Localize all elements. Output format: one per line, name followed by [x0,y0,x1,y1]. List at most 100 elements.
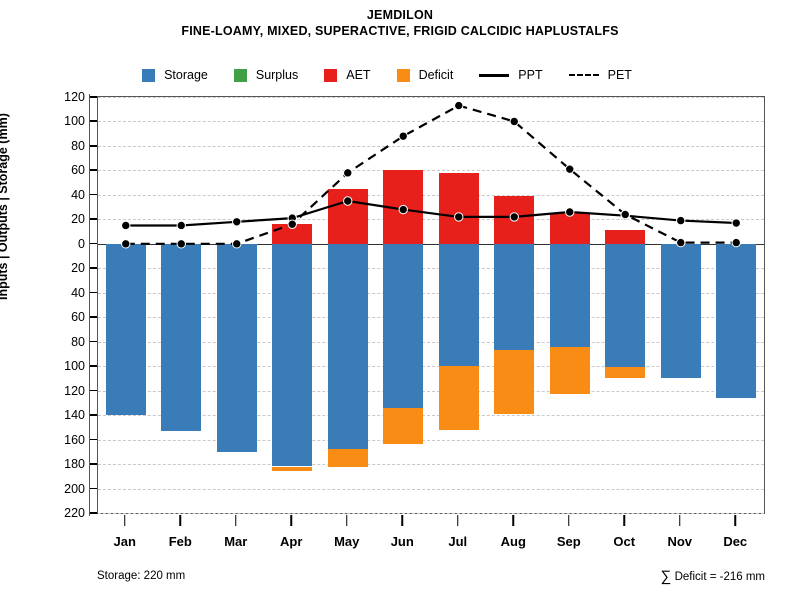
legend-item-storage[interactable]: Storage [142,68,208,82]
x-tick-mark [179,515,182,526]
x-tick-label: Apr [280,534,303,549]
y-tick-label: 140 [64,408,85,423]
bar-group[interactable] [660,97,701,513]
y-tick-label: 180 [64,457,85,472]
bar-segment-storage[interactable] [605,243,646,368]
page-title: JEMDILON [366,8,434,22]
bar-segment-aet[interactable] [438,172,479,244]
bar-segment-storage[interactable] [105,243,146,416]
legend-label: Deficit [418,68,454,82]
bar-group[interactable] [605,97,646,513]
bar-segment-storage[interactable] [716,243,757,398]
bar-segment-storage[interactable] [494,243,535,351]
bar-segment-deficit[interactable] [549,346,590,395]
y-tick-label: 40 [71,187,85,202]
bar-group[interactable] [549,97,590,513]
legend-item-ppt[interactable]: PPT [479,68,543,82]
legend-item-surplus[interactable]: Surplus [233,68,299,82]
x-tick-sep: Sep [541,515,597,549]
grid-line [98,366,764,368]
x-tick-label: Feb [168,534,192,549]
bar-segment-storage[interactable] [216,243,257,452]
bar-segment-deficit[interactable] [327,449,368,467]
x-tick-mar: Mar [208,515,264,549]
x-tick-mark [123,515,126,526]
y-tick-label: 20 [71,261,85,276]
bar-segment-storage[interactable] [383,243,424,408]
bar-segment-storage[interactable] [161,243,202,431]
legend-item-deficit[interactable]: Deficit [396,68,454,82]
bar-group[interactable] [161,97,202,513]
bar-group[interactable] [327,97,368,513]
y-tick-label: 100 [64,114,85,129]
grid-line [98,268,764,270]
y-axis-ticks: 120 100 80 60 40 20 0 20 40 60 80 100 120 140 160 180 20… [64,90,97,520]
x-tick-mark [234,515,237,526]
legend-item-aet[interactable]: AET [324,68,371,82]
bar-group[interactable] [216,97,257,513]
grid-line [98,464,764,466]
x-tick-mark [512,515,515,526]
x-tick-label: Aug [500,534,526,549]
y-tick-label: 120 [64,90,85,104]
x-tick-mark [345,515,348,526]
bar-segment-deficit[interactable] [494,350,535,414]
legend-label: Surplus [255,68,299,82]
grid-line [98,390,764,392]
bar-segment-aet[interactable] [605,230,646,244]
legend-label: PET [607,68,632,82]
bar-segment-deficit[interactable] [272,466,313,472]
plot-area [97,96,765,514]
grid-line [98,341,764,343]
bar-segment-deficit[interactable] [438,366,479,430]
square-swatch-icon [233,68,247,82]
bar-group[interactable] [105,97,146,513]
x-tick-label: Sep [556,534,581,549]
x-tick-jun: Jun [375,515,431,549]
x-tick-jan: Jan [97,515,153,549]
grid-line [98,317,764,319]
x-tick-mark [401,515,404,526]
bar-segment-aet[interactable] [383,170,424,244]
y-axis-label: Inputs | Outputs | Storage (mm) [0,113,10,300]
bar-segment-deficit[interactable] [383,407,424,445]
bar-segment-aet[interactable] [549,213,590,244]
x-tick-mark [623,515,626,526]
x-tick-oct: Oct [597,515,653,549]
y-tick-label: 120 [64,383,85,398]
bar-group[interactable] [272,97,313,513]
x-tick-label: Mar [224,534,248,549]
bar-segment-storage[interactable] [438,243,479,367]
grid-line [98,488,764,490]
legend-item-pet[interactable]: PET [568,68,632,82]
deficit-note: ∑ Deficit = -216 mm [661,568,765,585]
x-tick-mark [678,515,681,526]
legend-label: PPT [518,68,543,82]
x-tick-label: Dec [723,534,748,549]
bar-segment-storage[interactable] [549,243,590,347]
legend-label: Storage [164,68,208,82]
x-tick-mark [290,515,293,526]
bar-segment-storage[interactable] [660,243,701,379]
square-swatch-icon [324,68,338,82]
grid-line [98,439,764,441]
bar-group[interactable] [716,97,757,513]
bar-segment-storage[interactable] [272,243,313,467]
bar-segment-aet[interactable] [327,188,368,244]
y-tick-label: 20 [71,212,85,227]
bar-group[interactable] [438,97,479,513]
bar-group[interactable] [383,97,424,513]
bar-group[interactable] [494,97,535,513]
bar-segment-aet[interactable] [494,196,535,244]
bar-segment-aet[interactable] [272,224,313,244]
storage-note: Storage: 220 mm [97,570,186,582]
x-tick-mark [456,515,459,526]
bar-segment-storage[interactable] [327,243,368,450]
y-tick-label: 200 [64,481,85,496]
bar-segment-deficit[interactable] [605,367,646,379]
x-tick-feb: Feb [153,515,209,549]
y-tick-label: 100 [64,359,85,374]
y-tick-label: 160 [64,432,85,447]
y-tick-label: 220 [64,506,85,520]
x-tick-label: Jan [113,534,136,549]
